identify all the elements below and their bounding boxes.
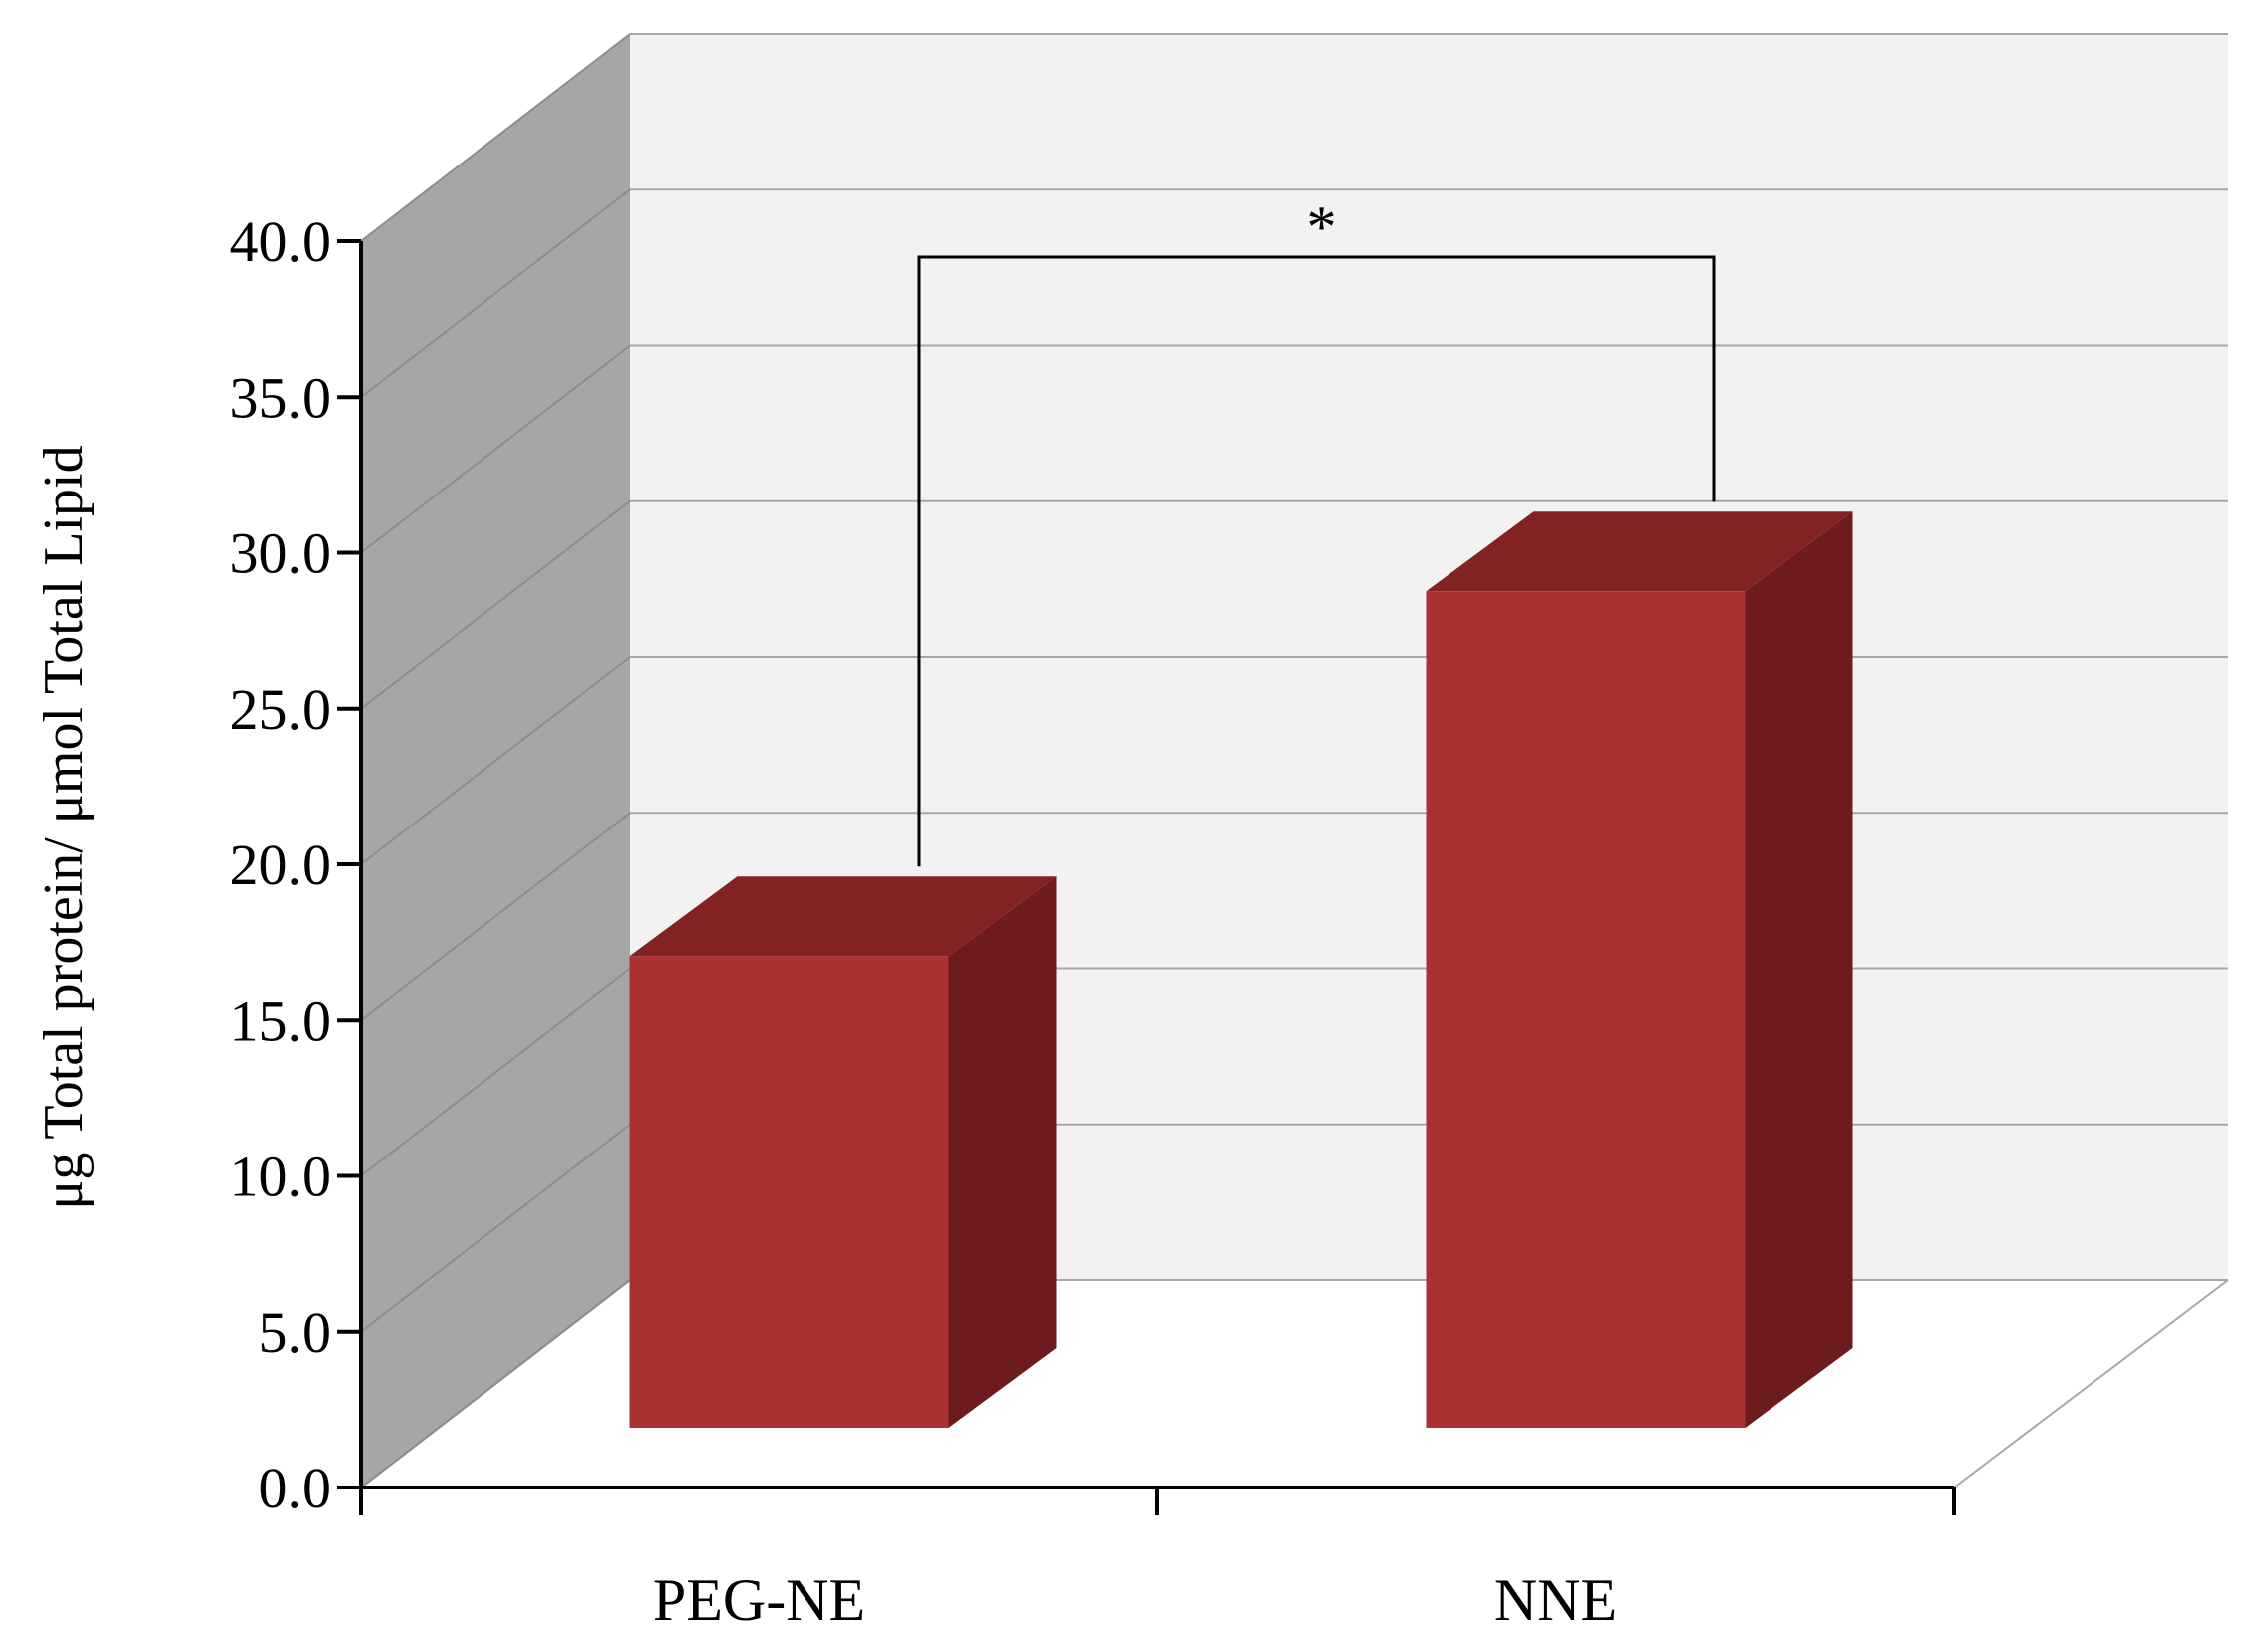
bar-top: [629, 876, 1057, 957]
side-wall-line: [360, 812, 631, 1022]
y-tick-label: 20.0: [230, 832, 332, 897]
bar: [1426, 511, 1853, 1428]
side-wall-line: [360, 33, 631, 242]
bar-front: [629, 956, 949, 1428]
axes: [337, 239, 1956, 1515]
y-tick-label: 10.0: [230, 1145, 332, 1209]
y-tick-label: 5.0: [259, 1300, 332, 1365]
y-tick-label: 25.0: [230, 677, 332, 742]
significance-bracket: *: [917, 194, 1716, 867]
y-tick-label: 40.0: [230, 209, 332, 274]
y-tick-label: 30.0: [230, 521, 332, 586]
bar-top: [1426, 511, 1853, 592]
floor-right-edge: [1953, 1279, 2229, 1488]
side-wall-line: [360, 1123, 631, 1333]
side-wall-line: [360, 188, 631, 399]
bar: [629, 876, 1057, 1428]
floor-left-edge: [360, 1279, 631, 1488]
y-tick-label: 0.0: [259, 1456, 332, 1520]
y-tick-label: 35.0: [230, 365, 332, 430]
bar-side: [948, 876, 1057, 1428]
significance-marker: *: [1307, 194, 1337, 260]
side-wall-line: [360, 499, 631, 710]
bars: [629, 511, 1853, 1428]
side-wall-line: [360, 344, 631, 554]
side-wall-line: [360, 967, 631, 1177]
x-tick-label: PEG-NE: [653, 1567, 865, 1633]
bar-front: [1426, 591, 1746, 1428]
significance-line: [917, 255, 1716, 867]
y-axis-label: μg Total protein/ μmol Total Lipid: [33, 445, 95, 1209]
side-wall-line: [360, 656, 631, 865]
bar-side: [1745, 511, 1853, 1428]
labels: 0.0 5.0 10.0 15.0 20.0 25.0 30.0 35.0 40.0 PEG-NE…: [230, 209, 1618, 1633]
x-tick-label: NNE: [1494, 1567, 1617, 1633]
y-tick-label: 15.0: [230, 988, 332, 1053]
